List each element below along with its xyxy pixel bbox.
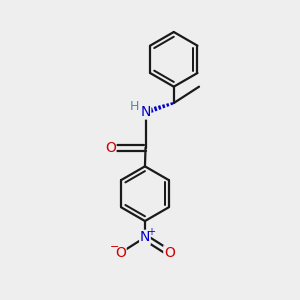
Text: O: O — [164, 246, 175, 260]
Text: H: H — [130, 100, 139, 113]
Text: +: + — [147, 227, 155, 237]
Text: N: N — [140, 105, 151, 119]
Text: N: N — [140, 230, 150, 244]
Text: O: O — [115, 246, 126, 260]
Text: O: O — [105, 141, 116, 154]
Text: −: − — [109, 242, 119, 253]
